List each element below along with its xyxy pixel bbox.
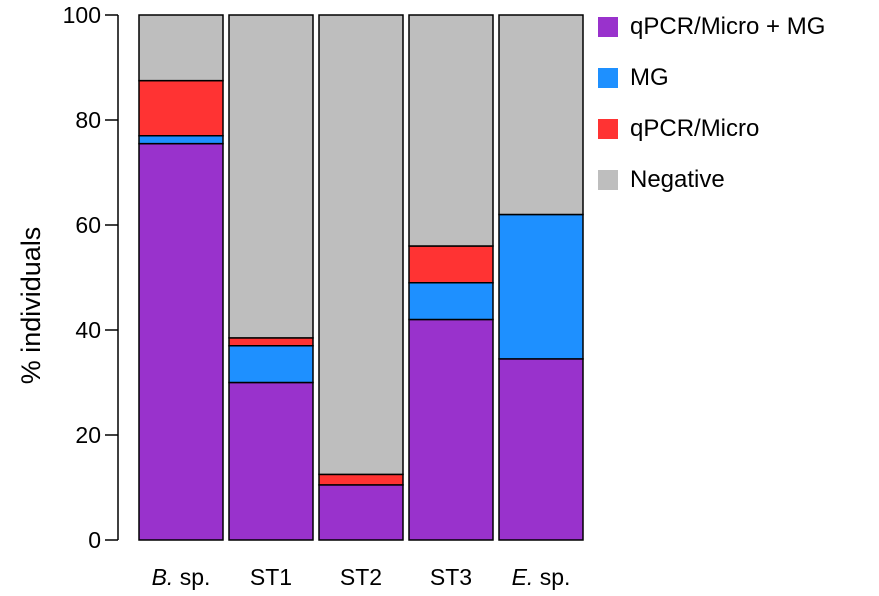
x-tick-label: E. sp. [512,564,571,590]
bar-segment [408,14,494,247]
x-tick-label: B. sp. [152,564,211,590]
legend-item: MG [598,65,825,91]
bar-segment [138,142,224,541]
legend-swatch [598,68,618,88]
bar-segment [138,79,224,137]
legend-label: qPCR/Micro + MG [630,13,826,40]
x-tick-label: ST1 [250,564,292,590]
bar-segment [228,345,314,384]
y-tick-label: 0 [88,527,101,553]
bar-segment [498,358,584,541]
legend-item: qPCR/Micro + MG [598,14,825,40]
bar-segment [138,14,224,82]
x-axis-tick-labels: B. sp. ST1 ST2 ST3 E. sp. [152,564,571,590]
y-tick-label: 100 [63,2,101,28]
legend-swatch [598,170,618,190]
bar-segment [228,14,314,339]
bar-segment [228,337,314,347]
bar-segment [228,381,314,541]
bar-segment [408,282,494,321]
legend-label: Negative [630,166,725,193]
bar-segment [498,213,584,360]
bar-stack [498,14,584,541]
y-tick-label: 20 [75,422,101,448]
bar-segment [408,245,494,284]
y-tick-label: 80 [75,107,101,133]
x-tick-label: ST2 [340,564,382,590]
legend-label: qPCR/Micro [630,115,760,142]
legend-swatch [598,17,618,37]
legend: qPCR/Micro + MG MG qPCR/Micro Negative [598,14,825,218]
y-axis-label: % individuals [16,227,46,385]
bar-stack [138,14,224,541]
legend-label: MG [630,64,669,91]
legend-item: qPCR/Micro [598,116,825,142]
bar-stack [408,14,494,541]
bar-segment [318,473,404,486]
y-axis: 0 20 40 60 80 100 [63,2,119,553]
legend-swatch [598,119,618,139]
bar-stack [228,14,314,541]
bar-segment [498,14,584,216]
y-tick-label: 40 [75,317,101,343]
bar-segment [138,135,224,145]
bar-segment [318,484,404,541]
legend-item: Negative [598,167,825,193]
x-tick-label: ST3 [430,564,472,590]
bar-segment [408,318,494,541]
bars [138,14,584,541]
bar-segment [318,14,404,476]
y-tick-label: 60 [75,212,101,238]
bar-stack [318,14,404,541]
